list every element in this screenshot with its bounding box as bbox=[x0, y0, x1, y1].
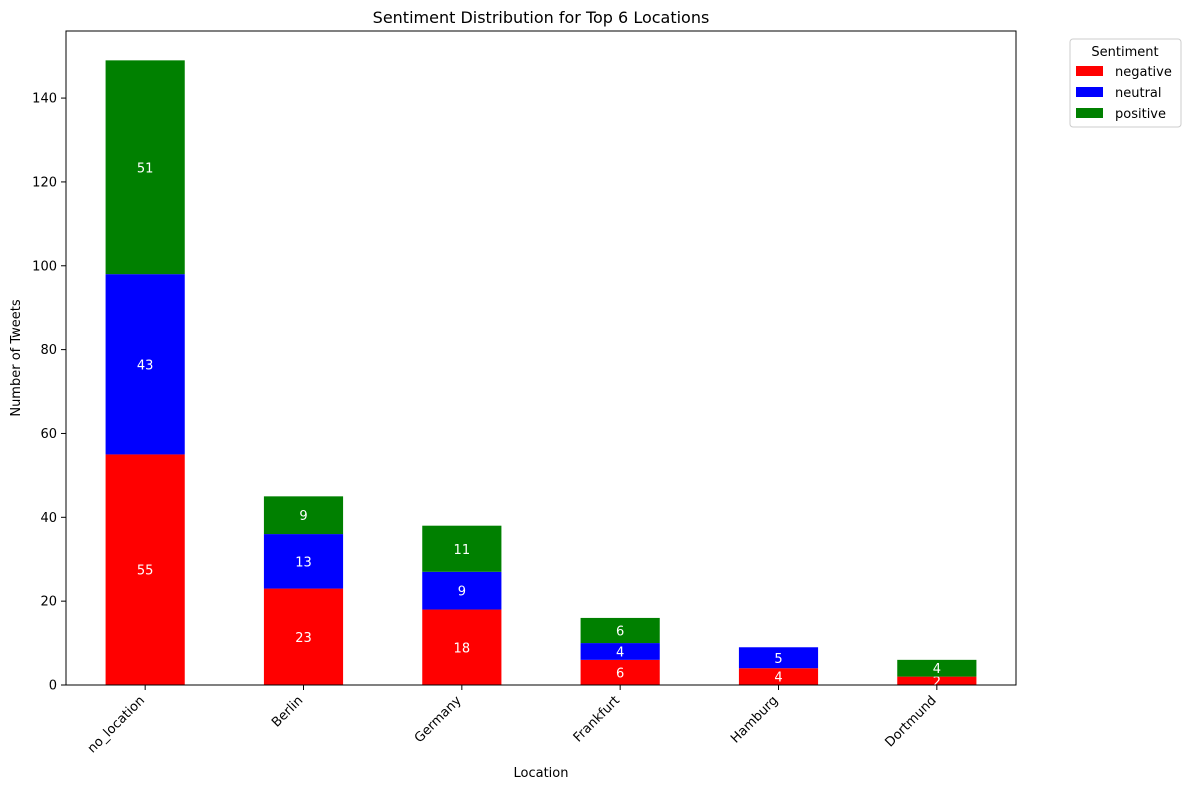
bar-neutral-Berlin bbox=[263, 534, 344, 589]
bar-neutral-no_location bbox=[105, 274, 185, 455]
data-label-negative-Dortmund: 2 bbox=[933, 675, 941, 690]
x-axis-label: Location bbox=[514, 766, 569, 781]
y-tick-label: 20 bbox=[40, 595, 57, 610]
data-label-negative-Hamburg: 4 bbox=[774, 671, 782, 686]
data-label-neutral-Frankfurt: 4 bbox=[616, 645, 624, 660]
data-label-neutral-Hamburg: 5 bbox=[774, 652, 782, 667]
bar-negative-no_location bbox=[105, 454, 185, 685]
data-label-positive-Germany: 11 bbox=[454, 543, 471, 558]
bar-positive-no_location bbox=[105, 60, 185, 275]
data-label-negative-Frankfurt: 6 bbox=[616, 666, 624, 681]
bar-positive-Frankfurt bbox=[580, 617, 660, 644]
bar-negative-Frankfurt bbox=[580, 659, 660, 685]
y-tick-label: 140 bbox=[32, 92, 57, 107]
legend-label-positive: positive bbox=[1115, 107, 1166, 122]
data-label-negative-no_location: 55 bbox=[137, 564, 154, 579]
data-label-positive-Berlin: 9 bbox=[299, 509, 307, 524]
bar-positive-Berlin bbox=[263, 496, 344, 535]
legend-swatch-negative bbox=[1076, 66, 1103, 76]
legend-label-neutral: neutral bbox=[1115, 86, 1162, 101]
legend-frame bbox=[1069, 38, 1182, 128]
bar-negative-Dortmund bbox=[897, 676, 977, 685]
y-axis: 0 20 40 60 80 100 120 140 bbox=[32, 92, 66, 694]
y-tick-label: 120 bbox=[32, 175, 57, 190]
legend-swatch-positive bbox=[1076, 108, 1103, 118]
y-tick-label: 100 bbox=[32, 259, 57, 274]
legend-swatch-neutral bbox=[1076, 87, 1103, 97]
legend-title: Sentiment bbox=[1091, 45, 1158, 60]
bar-positive-Germany bbox=[422, 525, 502, 572]
y-tick-label: 80 bbox=[40, 343, 57, 358]
data-label-neutral-Germany: 9 bbox=[458, 585, 466, 600]
bar-neutral-Germany bbox=[422, 571, 502, 610]
data-label-neutral-no_location: 43 bbox=[137, 358, 154, 373]
y-tick-label: 40 bbox=[40, 511, 57, 526]
legend: Sentiment negative neutral positive bbox=[1069, 38, 1182, 128]
data-label-positive-Frankfurt: 6 bbox=[616, 625, 624, 640]
bar-negative-Hamburg bbox=[738, 668, 819, 685]
bar-negative-Germany bbox=[422, 609, 502, 685]
legend-label-negative: negative bbox=[1115, 65, 1172, 80]
data-label-negative-Germany: 18 bbox=[454, 641, 471, 656]
y-tick-label: 0 bbox=[49, 679, 57, 694]
data-label-positive-no_location: 51 bbox=[137, 161, 154, 176]
bar-neutral-Hamburg bbox=[738, 647, 819, 669]
legend-items: negative neutral positive bbox=[1076, 65, 1172, 122]
data-label-negative-Berlin: 23 bbox=[295, 631, 312, 646]
chart-title: Sentiment Distribution for Top 6 Locatio… bbox=[373, 8, 710, 27]
data-label-neutral-Berlin: 13 bbox=[295, 555, 312, 570]
bar-positive-Dortmund bbox=[897, 659, 977, 677]
bar-negative-Berlin bbox=[263, 588, 344, 685]
bar-neutral-Frankfurt bbox=[580, 643, 660, 660]
y-axis-label: Number of Tweets bbox=[9, 299, 24, 417]
y-tick-label: 60 bbox=[40, 427, 57, 442]
data-label-positive-Dortmund: 4 bbox=[933, 662, 941, 677]
plot-frame bbox=[65, 30, 1017, 686]
